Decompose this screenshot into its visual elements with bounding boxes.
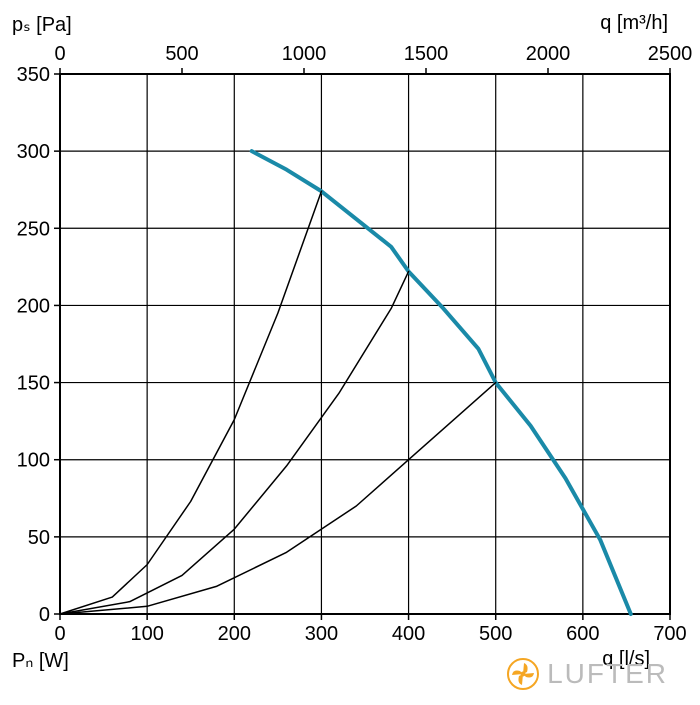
y-left-bottom-label: Pₙ [W] bbox=[12, 648, 69, 673]
svg-text:200: 200 bbox=[218, 623, 251, 645]
svg-text:0: 0 bbox=[54, 43, 65, 65]
fan-icon bbox=[507, 658, 539, 690]
svg-text:300: 300 bbox=[17, 141, 50, 163]
system-curve-3 bbox=[60, 383, 496, 614]
chart-svg: 0500100015002000250001002003004005006007… bbox=[0, 0, 700, 700]
svg-text:2500: 2500 bbox=[648, 43, 693, 65]
svg-text:700: 700 bbox=[653, 623, 686, 645]
x-top-label: q [m³/h] bbox=[600, 12, 668, 35]
svg-text:1000: 1000 bbox=[282, 43, 327, 65]
svg-text:100: 100 bbox=[130, 623, 163, 645]
chart-container: 0500100015002000250001002003004005006007… bbox=[0, 0, 700, 700]
svg-text:200: 200 bbox=[17, 295, 50, 317]
svg-text:500: 500 bbox=[479, 623, 512, 645]
logo-text: LUFTER bbox=[547, 658, 668, 690]
svg-text:300: 300 bbox=[305, 623, 338, 645]
svg-text:400: 400 bbox=[392, 623, 425, 645]
y-left-label: pₛ [Pa] bbox=[12, 12, 72, 37]
svg-text:350: 350 bbox=[17, 64, 50, 86]
system-curve-1 bbox=[60, 191, 321, 614]
svg-text:1500: 1500 bbox=[404, 43, 449, 65]
svg-text:0: 0 bbox=[54, 623, 65, 645]
svg-text:50: 50 bbox=[28, 527, 50, 549]
svg-text:500: 500 bbox=[165, 43, 198, 65]
svg-text:100: 100 bbox=[17, 450, 50, 472]
svg-text:600: 600 bbox=[566, 623, 599, 645]
svg-text:150: 150 bbox=[17, 373, 50, 395]
svg-text:2000: 2000 bbox=[526, 43, 571, 65]
svg-text:250: 250 bbox=[17, 218, 50, 240]
logo: LUFTER bbox=[507, 658, 668, 690]
svg-text:0: 0 bbox=[39, 604, 50, 626]
